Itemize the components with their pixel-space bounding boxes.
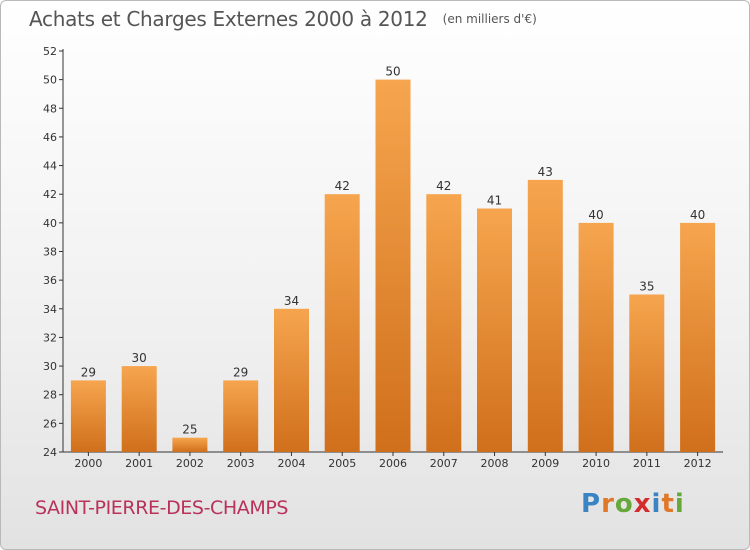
x-tick-label: 2001 — [125, 457, 153, 470]
x-tick-label: 2002 — [176, 457, 204, 470]
data-label: 30 — [132, 351, 147, 365]
chart-title: Achats et Charges Externes 2000 à 2012 — [29, 7, 428, 31]
logo-letter: x — [633, 489, 652, 519]
y-tick-label: 46 — [43, 131, 57, 144]
x-tick-label: 2007 — [430, 457, 458, 470]
logo-letter: r — [601, 489, 615, 519]
logo-letter: i — [651, 489, 662, 519]
bar-2000 — [70, 380, 106, 452]
data-label: 40 — [588, 208, 603, 222]
x-tick-label: 2000 — [74, 457, 102, 470]
bar-2004 — [274, 308, 309, 452]
data-label: 25 — [182, 423, 197, 437]
logo-letter: o — [614, 489, 634, 519]
bar-2009 — [527, 179, 563, 452]
data-label: 29 — [81, 365, 96, 379]
data-label: 34 — [284, 294, 299, 308]
y-tick-label: 40 — [43, 217, 57, 230]
proxiti-logo: Proxiti — [581, 489, 685, 519]
bar-2007 — [426, 194, 462, 452]
bar-2012 — [680, 222, 716, 452]
data-label: 43 — [538, 165, 553, 179]
data-label: 41 — [487, 194, 502, 208]
bar-2003 — [223, 380, 259, 452]
bar-2006 — [375, 79, 411, 452]
y-tick-label: 34 — [43, 303, 57, 316]
bar-2008 — [477, 208, 512, 452]
commune-name: SAINT-PIERRE-DES-CHAMPS — [35, 497, 289, 519]
x-tick-label: 2009 — [531, 457, 559, 470]
logo-letter: P — [581, 489, 602, 519]
x-tick-label: 2003 — [227, 457, 255, 470]
data-label: 50 — [385, 65, 400, 79]
y-tick-label: 48 — [43, 102, 57, 115]
bar-2011 — [629, 294, 665, 452]
data-label: 29 — [233, 365, 248, 379]
y-tick-label: 36 — [43, 274, 57, 287]
chart-subtitle: (en milliers d'€) — [442, 12, 537, 26]
logo-letter: i — [674, 489, 685, 519]
bar-2001 — [121, 366, 157, 452]
y-tick-label: 30 — [43, 360, 57, 373]
x-tick-label: 2008 — [481, 457, 509, 470]
x-tick-label: 2011 — [633, 457, 661, 470]
bar-2005 — [324, 194, 360, 452]
x-tick-label: 2004 — [277, 457, 305, 470]
bar-2010 — [578, 222, 614, 452]
y-tick-label: 32 — [43, 331, 57, 344]
y-tick-label: 24 — [43, 446, 57, 459]
logo-letter: t — [661, 489, 675, 519]
data-label: 40 — [690, 208, 705, 222]
y-tick-label: 52 — [43, 45, 57, 58]
y-tick-label: 38 — [43, 246, 57, 259]
x-tick-label: 2005 — [328, 457, 356, 470]
data-label: 42 — [436, 179, 451, 193]
y-tick-label: 28 — [43, 389, 57, 402]
y-tick-label: 44 — [43, 160, 57, 173]
x-tick-label: 2006 — [379, 457, 407, 470]
title-row: Achats et Charges Externes 2000 à 2012 (… — [29, 7, 537, 31]
y-tick-label: 50 — [43, 74, 57, 87]
data-label: 42 — [335, 179, 350, 193]
x-tick-label: 2010 — [582, 457, 610, 470]
y-tick-label: 42 — [43, 188, 57, 201]
bar-2002 — [172, 437, 208, 452]
x-tick-label: 2012 — [684, 457, 712, 470]
data-label: 35 — [639, 279, 654, 293]
y-tick-label: 26 — [43, 417, 57, 430]
